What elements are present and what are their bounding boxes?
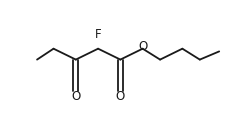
Text: O: O xyxy=(116,90,125,103)
Text: F: F xyxy=(95,28,102,41)
Text: O: O xyxy=(138,40,147,53)
Text: O: O xyxy=(71,90,81,103)
